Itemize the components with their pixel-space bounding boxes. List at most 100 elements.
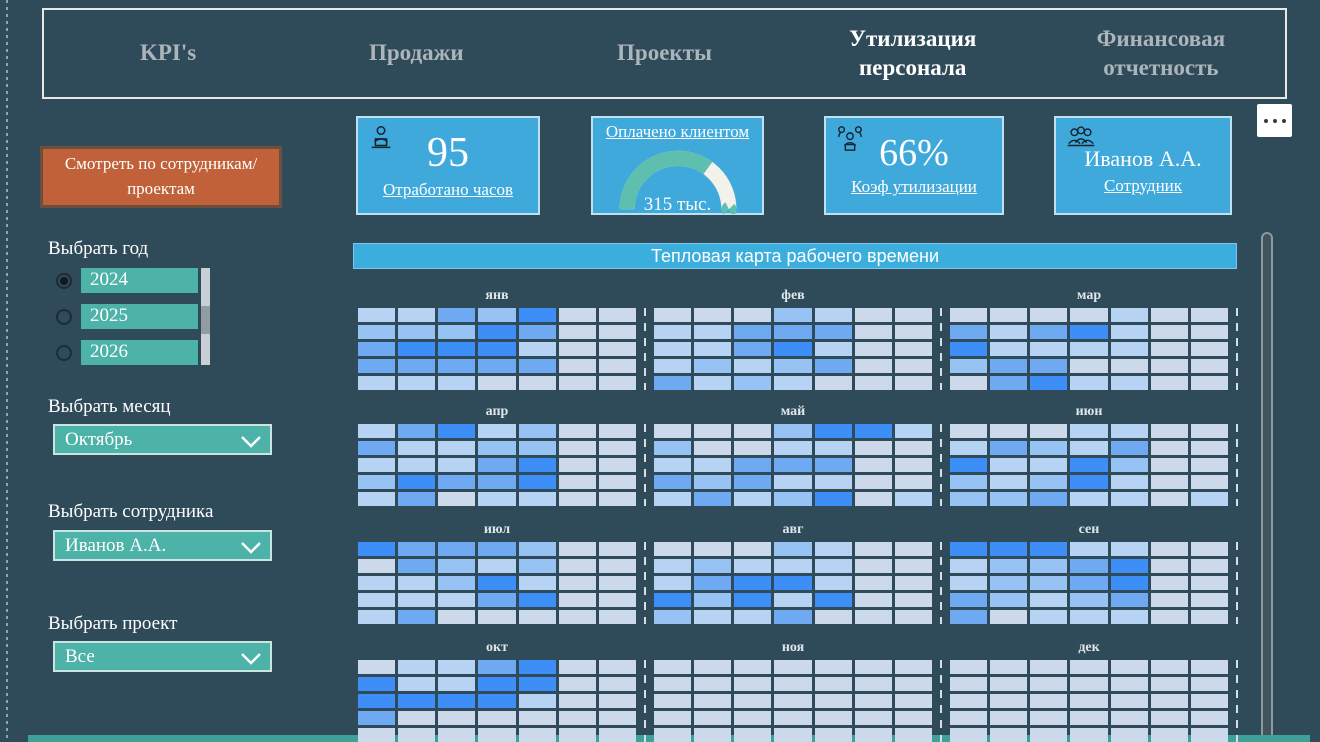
heatmap-cell[interactable] (814, 325, 852, 339)
heatmap-cell[interactable] (518, 376, 556, 390)
heatmap-cell[interactable] (358, 610, 396, 624)
heatmap-cell[interactable] (774, 376, 812, 390)
heatmap-cell[interactable] (438, 660, 476, 674)
heatmap-cell[interactable] (558, 694, 596, 708)
heatmap-cell[interactable] (950, 441, 988, 455)
heatmap-cell[interactable] (990, 694, 1028, 708)
heatmap-cell[interactable] (598, 677, 636, 691)
heatmap-cell[interactable] (398, 660, 436, 674)
heatmap-cell[interactable] (1150, 475, 1188, 489)
heatmap-cell[interactable] (694, 660, 732, 674)
heatmap-cell[interactable] (894, 677, 932, 691)
heatmap-cell[interactable] (478, 308, 516, 322)
heatmap-cell[interactable] (990, 711, 1028, 725)
heatmap-cell[interactable] (894, 660, 932, 674)
heatmap-cell[interactable] (558, 308, 596, 322)
heatmap-cell[interactable] (950, 660, 988, 674)
year-option-2025[interactable]: 2025 (56, 304, 202, 329)
heatmap-cell[interactable] (1070, 610, 1108, 624)
heatmap-cell[interactable] (478, 492, 516, 506)
heatmap-cell[interactable] (598, 458, 636, 472)
heatmap-cell[interactable] (734, 424, 772, 438)
heatmap-cell[interactable] (990, 424, 1028, 438)
heatmap-cell[interactable] (990, 376, 1028, 390)
heatmap-cell[interactable] (438, 308, 476, 322)
heatmap-cell[interactable] (598, 308, 636, 322)
heatmap-cell[interactable] (358, 376, 396, 390)
heatmap-cell[interactable] (894, 728, 932, 742)
heatmap-cell[interactable] (734, 728, 772, 742)
heatmap-cell[interactable] (814, 728, 852, 742)
heatmap-cell[interactable] (358, 359, 396, 373)
heatmap-cell[interactable] (398, 593, 436, 607)
heatmap-cell[interactable] (1190, 677, 1228, 691)
heatmap-cell[interactable] (1110, 576, 1148, 590)
heatmap-cell[interactable] (1070, 711, 1108, 725)
heatmap-cell[interactable] (478, 542, 516, 556)
heatmap-cell[interactable] (358, 711, 396, 725)
heatmap-cell[interactable] (1190, 325, 1228, 339)
heatmap-cell[interactable] (1190, 359, 1228, 373)
heatmap-cell[interactable] (654, 492, 692, 506)
heatmap-cell[interactable] (398, 359, 436, 373)
heatmap-cell[interactable] (358, 458, 396, 472)
heatmap-cell[interactable] (894, 559, 932, 573)
heatmap-cell[interactable] (1070, 728, 1108, 742)
heatmap-cell[interactable] (734, 711, 772, 725)
heatmap-cell[interactable] (1110, 677, 1148, 691)
kpi-card-paid-by-client[interactable]: Оплачено клиентом 315 тыс. (591, 116, 764, 215)
heatmap-cell[interactable] (1070, 308, 1108, 322)
heatmap-cell[interactable] (518, 593, 556, 607)
view-by-employees-projects-button[interactable]: Смотреть по сотрудникам/проектам (40, 146, 282, 208)
heatmap-cell[interactable] (478, 677, 516, 691)
heatmap-cell[interactable] (398, 610, 436, 624)
heatmap-cell[interactable] (1150, 694, 1188, 708)
heatmap-cell[interactable] (950, 492, 988, 506)
heatmap-cell[interactable] (558, 458, 596, 472)
heatmap-cell[interactable] (894, 711, 932, 725)
heatmap-cell[interactable] (854, 728, 892, 742)
heatmap-cell[interactable] (894, 694, 932, 708)
heatmap-cell[interactable] (478, 576, 516, 590)
heatmap-cell[interactable] (774, 441, 812, 455)
heatmap-cell[interactable] (774, 475, 812, 489)
heatmap-cell[interactable] (950, 711, 988, 725)
heatmap-cell[interactable] (1110, 610, 1148, 624)
heatmap-cell[interactable] (558, 610, 596, 624)
heatmap-cell[interactable] (990, 576, 1028, 590)
heatmap-cell[interactable] (950, 308, 988, 322)
heatmap-cell[interactable] (854, 424, 892, 438)
heatmap-cell[interactable] (1190, 441, 1228, 455)
heatmap-cell[interactable] (990, 677, 1028, 691)
heatmap-cell[interactable] (990, 660, 1028, 674)
heatmap-cell[interactable] (654, 308, 692, 322)
heatmap-cell[interactable] (398, 458, 436, 472)
heatmap-cell[interactable] (1030, 325, 1068, 339)
heatmap-cell[interactable] (398, 694, 436, 708)
heatmap-cell[interactable] (694, 542, 732, 556)
heatmap-cell[interactable] (774, 559, 812, 573)
heatmap-cell[interactable] (854, 376, 892, 390)
heatmap-cell[interactable] (478, 660, 516, 674)
heatmap-cell[interactable] (438, 728, 476, 742)
heatmap-cell[interactable] (894, 576, 932, 590)
heatmap-cell[interactable] (1110, 441, 1148, 455)
heatmap-cell[interactable] (1190, 492, 1228, 506)
heatmap-cell[interactable] (1030, 593, 1068, 607)
heatmap-cell[interactable] (694, 342, 732, 356)
heatmap-cell[interactable] (1070, 376, 1108, 390)
heatmap-cell[interactable] (558, 492, 596, 506)
heatmap-cell[interactable] (1190, 308, 1228, 322)
heatmap-cell[interactable] (1150, 308, 1188, 322)
heatmap-cell[interactable] (894, 492, 932, 506)
heatmap-cell[interactable] (774, 542, 812, 556)
heatmap-cell[interactable] (438, 559, 476, 573)
heatmap-cell[interactable] (694, 376, 732, 390)
heatmap-cell[interactable] (358, 559, 396, 573)
heatmap-cell[interactable] (654, 542, 692, 556)
heatmap-cell[interactable] (478, 711, 516, 725)
year-option-2026[interactable]: 2026 (56, 340, 202, 365)
kpi-card-employee[interactable]: Иванов А.А. Сотрудник (1054, 116, 1232, 215)
heatmap-cell[interactable] (1190, 424, 1228, 438)
heatmap-cell[interactable] (1070, 677, 1108, 691)
